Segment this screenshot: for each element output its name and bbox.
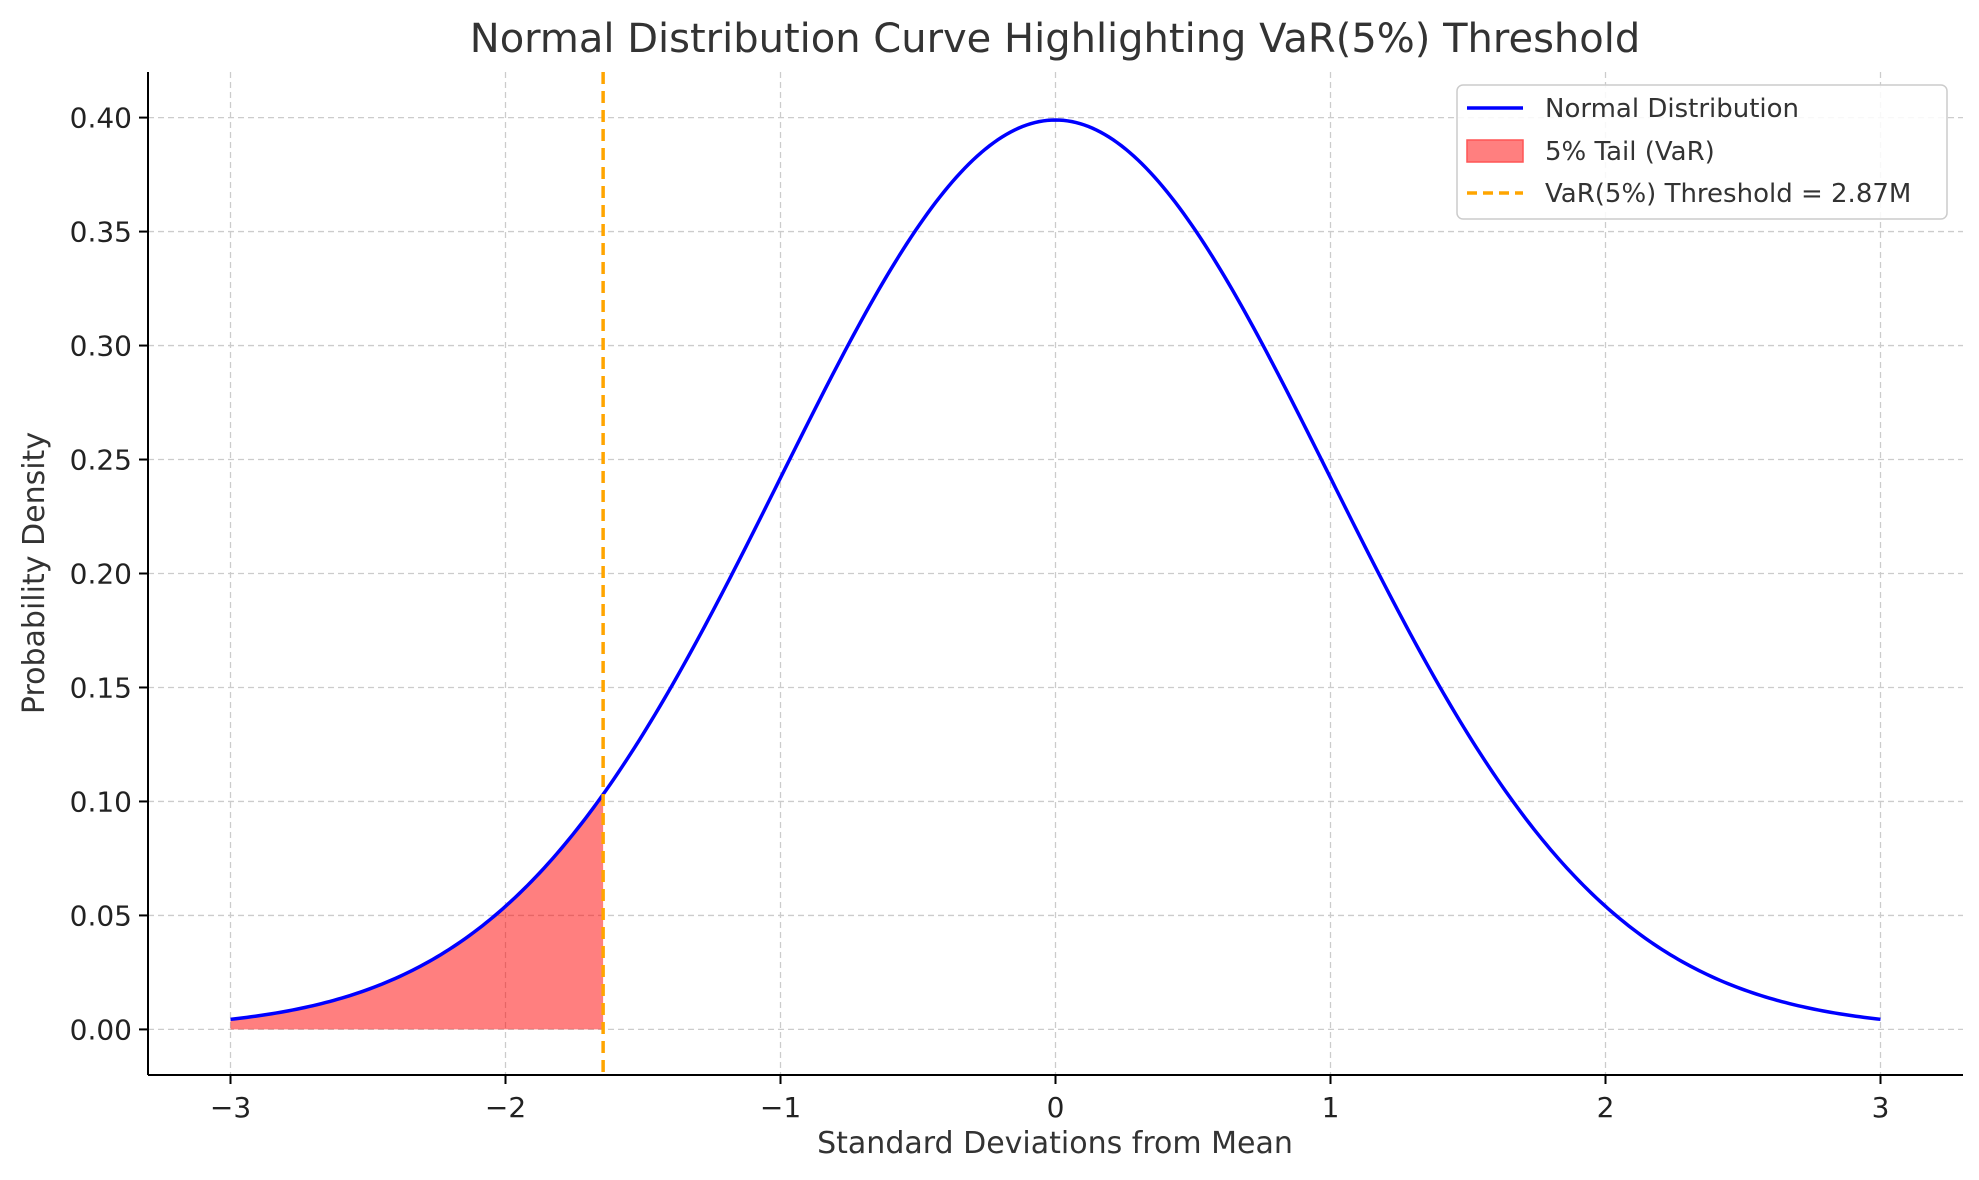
y-tick-label: 0.25	[70, 444, 132, 477]
curve-point	[779, 476, 783, 480]
curve-point	[559, 847, 563, 851]
curve-point	[1659, 946, 1663, 950]
curve-point	[1769, 996, 1773, 1000]
y-ticks: 0.00 0.05 0.10 0.15 0.20 0.25 0.30 0.35 0.40	[70, 102, 148, 1046]
curve-point	[1109, 136, 1113, 140]
curve-point	[999, 136, 1003, 140]
curve-point	[1274, 367, 1278, 371]
grid	[148, 72, 1963, 1075]
curve-point	[1384, 585, 1388, 589]
y-tick-label: 0.40	[70, 102, 132, 135]
y-tick-label: 0.15	[70, 671, 132, 704]
curve-point	[1164, 188, 1168, 192]
x-tick-label: 3	[1872, 1091, 1890, 1124]
curve-point	[284, 1009, 288, 1013]
plot-area	[229, 72, 1883, 1075]
tail-area	[230, 794, 604, 1030]
curve-point	[504, 904, 508, 908]
chart-title: Normal Distribution Curve Highlighting V…	[470, 16, 1640, 62]
legend-swatch-tail	[1466, 139, 1524, 163]
x-tick-label: 2	[1597, 1091, 1615, 1124]
curve-point	[339, 996, 343, 1000]
curve-point	[889, 268, 893, 272]
y-tick-label: 0.20	[70, 558, 132, 591]
curve-point	[1329, 476, 1333, 480]
curve-point	[724, 585, 728, 589]
curve-point	[1494, 775, 1498, 779]
curve-point	[1549, 847, 1553, 851]
x-tick-label: −1	[760, 1091, 801, 1124]
normal-distribution-line	[230, 118, 1881, 1022]
curve-point	[1604, 904, 1608, 908]
legend-label-tail: 5% Tail (VaR)	[1545, 137, 1715, 167]
x-tick-label: 1	[1322, 1091, 1340, 1124]
curve-point	[394, 976, 398, 980]
curve-point	[1714, 976, 1718, 980]
y-axis-label: Probability Density	[17, 432, 52, 714]
curve-point	[1824, 1009, 1828, 1013]
curve-point	[944, 188, 948, 192]
legend-label-threshold: VaR(5%) Threshold = 2.87M	[1545, 179, 1911, 209]
y-tick-label: 0.00	[70, 1013, 132, 1046]
curve-point	[669, 686, 673, 690]
x-tick-label: −2	[485, 1091, 526, 1124]
curve-point	[449, 946, 453, 950]
curve-point	[1439, 686, 1443, 690]
y-tick-label: 0.30	[70, 330, 132, 363]
legend-box	[1456, 84, 1948, 220]
y-tick-label: 0.10	[70, 785, 132, 818]
x-tick-label: −3	[210, 1091, 251, 1124]
legend-label-normal: Normal Distribution	[1545, 94, 1799, 124]
y-tick-label: 0.35	[70, 216, 132, 249]
curve-point	[229, 1017, 233, 1021]
curve-point	[1054, 118, 1058, 122]
x-axis-label: Standard Deviations from Mean	[817, 1126, 1293, 1161]
curve-point	[1879, 1017, 1883, 1021]
y-tick-label: 0.05	[70, 899, 132, 932]
curve-point	[1219, 268, 1223, 272]
x-tick-label: 0	[1047, 1091, 1065, 1124]
curve-point	[834, 367, 838, 371]
legend: Normal Distribution 5% Tail (VaR) VaR(5%…	[1456, 84, 1948, 220]
x-ticks: −3 −2 −1 0 1 2 3	[210, 1075, 1890, 1124]
